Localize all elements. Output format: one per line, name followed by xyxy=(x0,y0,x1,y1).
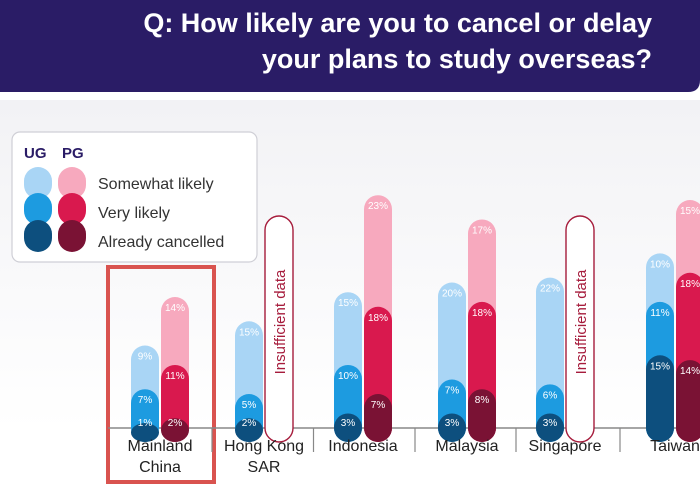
question-banner xyxy=(0,0,700,92)
value-label-singapore-ug-already-cancelled: 3% xyxy=(543,418,558,429)
bar-mainland-china-ug-already-cancelled xyxy=(131,423,159,442)
highlight-frame xyxy=(106,265,216,484)
legend-pg-label: PG xyxy=(62,145,84,162)
question-line-1: Q: How likely are you to cancel or delay xyxy=(143,8,652,38)
value-label-indonesia-pg-very-likely: 18% xyxy=(368,313,388,324)
insufficient-data-label-hong-kong-sar: Insufficient data xyxy=(272,269,289,374)
insufficient-data-pill-hong-kong-sar xyxy=(264,215,294,443)
legend-very-label: Very likely xyxy=(98,205,170,222)
value-label-mainland-china-pg-already-cancelled: 2% xyxy=(168,418,183,429)
bar-malaysia-ug-already-cancelled xyxy=(438,413,466,442)
insufficient-data-label-singapore: Insufficient data xyxy=(573,269,590,374)
value-label-taiwan-ug-very-likely: 11% xyxy=(650,308,669,319)
legend-ug-somewhat-swatch xyxy=(24,167,52,199)
value-label-malaysia-pg-very-likely: 18% xyxy=(472,308,492,319)
value-label-indonesia-pg-somewhat-likely: 23% xyxy=(368,201,388,212)
value-label-indonesia-ug-very-likely: 10% xyxy=(338,371,358,382)
question-line-2: your plans to study overseas? xyxy=(262,44,652,74)
legend-ug-cancelled-swatch xyxy=(24,220,52,252)
value-label-malaysia-ug-already-cancelled: 3% xyxy=(445,418,460,429)
x-tick-label-taiwan: Taiwan xyxy=(650,438,700,455)
bar-singapore-ug-already-cancelled xyxy=(536,413,564,442)
x-tick-label-malaysia: Malaysia xyxy=(435,438,498,455)
x-tick-label-mainland-china-line2: China xyxy=(139,459,181,476)
value-label-malaysia-ug-very-likely: 7% xyxy=(445,386,460,397)
value-label-hong-kong-sar-ug-somewhat-likely: 15% xyxy=(239,327,259,338)
x-tick-label-hong-kong-sar-line2: SAR xyxy=(248,459,281,476)
bar-indonesia-ug-already-cancelled xyxy=(334,413,362,442)
value-label-taiwan-ug-somewhat-likely: 10% xyxy=(650,259,670,270)
bar-hong-kong-sar-ug-already-cancelled xyxy=(235,418,263,442)
value-label-hong-kong-sar-ug-very-likely: 5% xyxy=(242,400,257,411)
bar-indonesia-pg-already-cancelled xyxy=(364,394,392,442)
x-tick-label-mainland-china: Mainland xyxy=(128,438,193,455)
value-label-mainland-china-pg-very-likely: 11% xyxy=(165,371,184,382)
value-label-taiwan-pg-already-cancelled: 14% xyxy=(680,366,700,377)
value-label-indonesia-pg-already-cancelled: 7% xyxy=(371,400,386,411)
legend-somewhat-label: Somewhat likely xyxy=(98,176,214,193)
legend-pg-cancelled-swatch xyxy=(58,220,86,252)
value-label-mainland-china-pg-somewhat-likely: 14% xyxy=(165,303,185,314)
legend-ug-very-swatch xyxy=(24,193,52,225)
value-label-taiwan-ug-already-cancelled: 15% xyxy=(650,361,670,372)
value-label-mainland-china-ug-already-cancelled: 1% xyxy=(138,418,153,429)
legend-cancelled-label: Already cancelled xyxy=(98,234,224,251)
value-label-indonesia-ug-somewhat-likely: 15% xyxy=(338,298,358,309)
bar-taiwan-pg-already-cancelled xyxy=(676,360,700,442)
legend-pg-very-swatch xyxy=(58,193,86,225)
x-axis-labels: Mainland China Hong Kong SAR Indonesia Malays… xyxy=(128,428,700,476)
x-tick-label-singapore: Singapore xyxy=(529,438,602,455)
bar-malaysia-pg-already-cancelled xyxy=(468,389,496,442)
x-tick-label-hong-kong-sar: Hong Kong xyxy=(224,438,304,455)
legend-pg-somewhat-swatch xyxy=(58,167,86,199)
value-label-malaysia-pg-somewhat-likely: 17% xyxy=(472,225,492,236)
value-label-mainland-china-ug-very-likely: 7% xyxy=(138,395,153,406)
bar-mainland-china-pg-already-cancelled xyxy=(161,418,189,442)
value-label-singapore-ug-somewhat-likely: 22% xyxy=(540,284,560,295)
x-tick-label-indonesia: Indonesia xyxy=(328,438,397,455)
value-label-malaysia-ug-somewhat-likely: 20% xyxy=(442,289,462,300)
value-label-hong-kong-sar-ug-already-cancelled: 2% xyxy=(242,418,257,429)
value-label-mainland-china-ug-somewhat-likely: 9% xyxy=(138,352,153,363)
legend-ug-label: UG xyxy=(24,145,47,162)
bar-taiwan-ug-already-cancelled xyxy=(646,355,674,442)
value-label-malaysia-pg-already-cancelled: 8% xyxy=(475,395,490,406)
value-label-singapore-ug-very-likely: 6% xyxy=(543,390,558,401)
legend: UG PG Somewhat likely Very likely Alread… xyxy=(11,131,258,263)
value-label-indonesia-ug-already-cancelled: 3% xyxy=(341,418,356,429)
insufficient-data-pill-singapore xyxy=(565,215,595,443)
bars-layer: 9% 7% 1% 14% 11% 2% 15% 5% 2% Insufficient data 15… xyxy=(131,195,700,443)
value-label-taiwan-pg-somewhat-likely: 15% xyxy=(680,206,700,217)
value-label-taiwan-pg-very-likely: 18% xyxy=(680,279,700,290)
